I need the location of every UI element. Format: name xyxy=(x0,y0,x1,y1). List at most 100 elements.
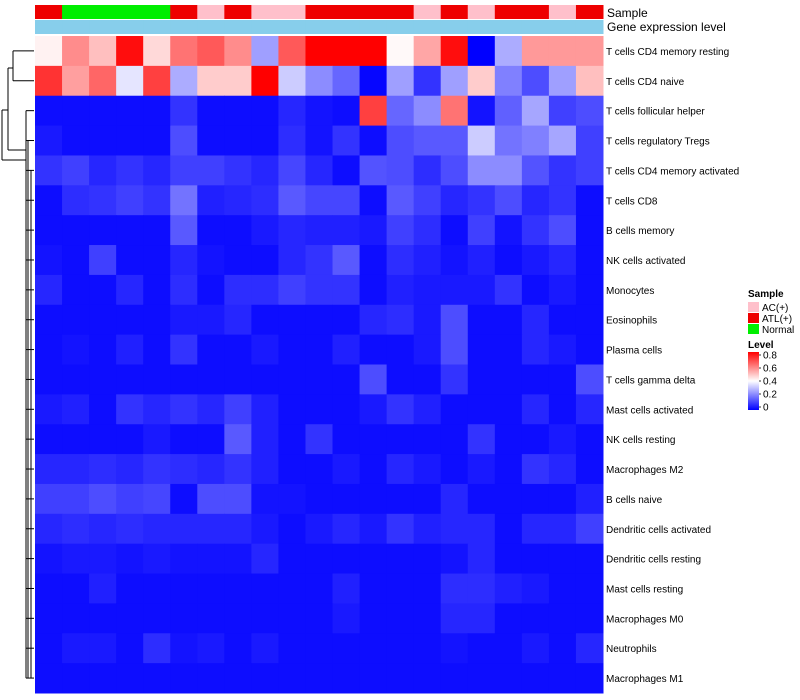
heatmap-cell xyxy=(278,215,306,246)
heatmap-cell xyxy=(413,95,442,127)
heatmap-cell xyxy=(35,573,63,604)
gene-expression-annotation-cell xyxy=(116,20,144,34)
row-label: T cells gamma delta xyxy=(606,375,696,386)
heatmap-cell xyxy=(467,95,496,127)
heatmap-cell xyxy=(494,543,523,575)
heatmap-cell xyxy=(278,364,306,395)
heatmap-cell xyxy=(197,454,225,485)
row-label: T cells CD4 memory activated xyxy=(606,166,739,177)
heatmap-cell xyxy=(575,274,604,306)
heatmap-cell xyxy=(116,424,144,455)
heatmap-cell xyxy=(359,185,388,216)
heatmap-cell xyxy=(35,274,63,306)
heatmap-cell xyxy=(89,663,117,694)
heatmap-cell xyxy=(386,454,415,485)
heatmap-cell xyxy=(575,424,604,455)
heatmap-cell xyxy=(332,245,361,276)
heatmap-cell xyxy=(494,95,523,127)
heatmap-cell xyxy=(62,245,90,276)
heatmap-cell xyxy=(197,483,225,515)
heatmap-cell xyxy=(143,364,171,395)
heatmap-cell xyxy=(305,603,334,634)
heatmap-cell xyxy=(89,454,117,485)
heatmap-cell xyxy=(197,513,225,545)
heatmap-cell xyxy=(143,125,171,156)
heatmap-cell xyxy=(224,603,252,634)
row-label: Neutrophils xyxy=(606,644,657,655)
heatmap-cell xyxy=(170,304,198,336)
heatmap-cell xyxy=(89,245,117,276)
heatmap-cell xyxy=(440,304,469,336)
heatmap-cell xyxy=(305,125,334,156)
heatmap-cell xyxy=(251,573,279,604)
heatmap-cell xyxy=(143,394,171,425)
heatmap-cell xyxy=(332,125,361,156)
heatmap-cell xyxy=(548,155,577,186)
heatmap-cell xyxy=(494,334,523,365)
heatmap-cell xyxy=(170,334,198,365)
heatmap-cell xyxy=(278,185,306,216)
level-tick-label: 0 xyxy=(763,403,769,414)
heatmap-cell xyxy=(116,304,144,336)
gene-expression-annotation-cell xyxy=(467,20,496,34)
heatmap-cell xyxy=(359,543,388,575)
heatmap-cell xyxy=(170,155,198,186)
heatmap-cell xyxy=(467,304,496,336)
heatmap-cell xyxy=(62,95,90,127)
heatmap-cell xyxy=(170,663,198,694)
heatmap-cell xyxy=(35,155,63,186)
heatmap-cell xyxy=(440,603,469,634)
heatmap-cell xyxy=(197,573,225,604)
heatmap-cell xyxy=(224,125,252,156)
heatmap-cell xyxy=(440,245,469,276)
heatmap-cell xyxy=(575,125,604,156)
heatmap-cell xyxy=(332,483,361,515)
heatmap-cell xyxy=(251,424,279,455)
heatmap-cell xyxy=(359,573,388,604)
heatmap-cell xyxy=(359,364,388,395)
heatmap-cell xyxy=(575,364,604,395)
heatmap-cell xyxy=(467,65,496,97)
heatmap-cell xyxy=(386,513,415,545)
heatmap-cell xyxy=(170,394,198,425)
heatmap-cell xyxy=(440,215,469,246)
heatmap-cell xyxy=(116,274,144,306)
heatmap-cell xyxy=(575,394,604,425)
heatmap-cell xyxy=(278,304,306,336)
heatmap-cell xyxy=(224,424,252,455)
heatmap-cell xyxy=(35,483,63,515)
heatmap-cell xyxy=(143,95,171,127)
heatmap-cell xyxy=(386,663,415,694)
heatmap-cell xyxy=(305,185,334,216)
heatmap-cell xyxy=(62,454,90,485)
sample-annotation-cell xyxy=(35,5,63,19)
heatmap-cell xyxy=(224,65,252,97)
heatmap-cell xyxy=(494,663,523,694)
heatmap-cell xyxy=(116,334,144,365)
heatmap-cell xyxy=(62,65,90,97)
heatmap-cell xyxy=(116,543,144,575)
row-label: Monocytes xyxy=(606,286,654,297)
heatmap-cell xyxy=(89,543,117,575)
heatmap-cell xyxy=(386,364,415,395)
heatmap-cell xyxy=(548,483,577,515)
heatmap-cell xyxy=(332,304,361,336)
sample-annotation-cell xyxy=(197,5,225,19)
heatmap-cell xyxy=(143,573,171,604)
heatmap-cell xyxy=(467,543,496,575)
heatmap-cell xyxy=(35,424,63,455)
gene-expression-annotation-cell xyxy=(197,20,225,34)
gene-expression-annotation-cell xyxy=(62,20,90,34)
heatmap-cell xyxy=(467,633,496,664)
heatmap-cell xyxy=(143,543,171,575)
heatmap-cell xyxy=(143,663,171,694)
heatmap-cell xyxy=(332,364,361,395)
heatmap-cell xyxy=(305,513,334,545)
heatmap-cell xyxy=(62,125,90,156)
heatmap-cell xyxy=(89,334,117,365)
heatmap-cell xyxy=(521,274,550,306)
row-label: B cells memory xyxy=(606,226,674,237)
heatmap-cell xyxy=(575,573,604,604)
sample-annotation-cell xyxy=(467,5,496,19)
